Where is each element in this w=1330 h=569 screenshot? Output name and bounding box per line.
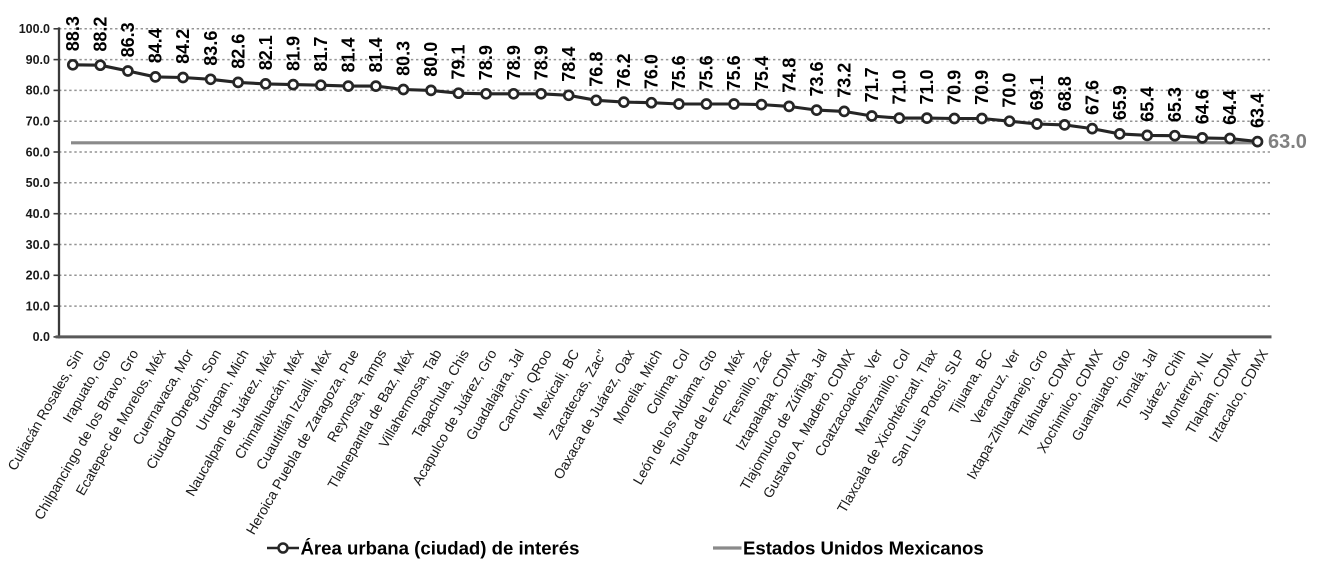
svg-text:71.0: 71.0: [917, 69, 937, 104]
svg-text:64.6: 64.6: [1193, 89, 1213, 124]
svg-text:81.4: 81.4: [366, 37, 386, 72]
svg-text:0.0: 0.0: [33, 330, 50, 344]
svg-text:81.9: 81.9: [283, 36, 303, 71]
svg-text:80.0: 80.0: [421, 42, 441, 77]
svg-text:78.9: 78.9: [476, 45, 496, 80]
svg-text:65.9: 65.9: [1110, 85, 1130, 120]
svg-text:100.0: 100.0: [19, 22, 50, 36]
svg-text:81.7: 81.7: [311, 37, 331, 72]
svg-text:80.3: 80.3: [394, 41, 414, 76]
svg-text:76.8: 76.8: [587, 52, 607, 87]
svg-text:67.6: 67.6: [1082, 80, 1102, 115]
svg-text:20.0: 20.0: [26, 269, 50, 283]
svg-text:68.8: 68.8: [1055, 76, 1075, 111]
svg-text:30.0: 30.0: [26, 238, 50, 252]
svg-text:88.3: 88.3: [63, 16, 83, 51]
svg-text:80.0: 80.0: [26, 84, 50, 98]
svg-text:73.2: 73.2: [834, 63, 854, 98]
svg-text:74.8: 74.8: [779, 58, 799, 93]
svg-text:82.1: 82.1: [256, 35, 276, 70]
svg-text:86.3: 86.3: [118, 22, 138, 57]
svg-text:69.1: 69.1: [1027, 75, 1047, 110]
svg-text:76.2: 76.2: [614, 53, 634, 88]
svg-text:63.4: 63.4: [1248, 93, 1268, 128]
svg-text:10.0: 10.0: [26, 299, 50, 313]
svg-text:65.4: 65.4: [1138, 87, 1158, 122]
svg-text:78.9: 78.9: [504, 45, 524, 80]
svg-text:75.4: 75.4: [752, 56, 772, 91]
svg-text:81.4: 81.4: [339, 37, 359, 72]
svg-text:40.0: 40.0: [26, 207, 50, 221]
svg-text:64.4: 64.4: [1220, 90, 1240, 125]
svg-text:70.9: 70.9: [972, 70, 992, 105]
svg-text:70.0: 70.0: [1000, 73, 1020, 108]
svg-text:78.9: 78.9: [531, 45, 551, 80]
svg-text:83.6: 83.6: [201, 31, 221, 66]
svg-text:78.4: 78.4: [559, 47, 579, 82]
svg-text:65.3: 65.3: [1165, 87, 1185, 122]
svg-text:76.0: 76.0: [642, 54, 662, 89]
svg-text:88.2: 88.2: [91, 17, 111, 52]
svg-text:84.4: 84.4: [146, 28, 166, 63]
svg-text:50.0: 50.0: [26, 176, 50, 190]
svg-text:70.0: 70.0: [26, 115, 50, 129]
svg-text:75.6: 75.6: [697, 55, 717, 90]
svg-text:75.6: 75.6: [724, 55, 744, 90]
svg-text:84.2: 84.2: [173, 29, 193, 64]
svg-text:Estados Unidos Mexicanos: Estados Unidos Mexicanos: [743, 538, 984, 559]
svg-text:60.0: 60.0: [26, 145, 50, 159]
svg-text:75.6: 75.6: [669, 55, 689, 90]
svg-text:70.9: 70.9: [945, 70, 965, 105]
svg-text:90.0: 90.0: [26, 53, 50, 67]
svg-text:71.7: 71.7: [862, 67, 882, 102]
svg-text:82.6: 82.6: [228, 34, 248, 69]
svg-text:79.1: 79.1: [449, 45, 469, 80]
svg-text:71.0: 71.0: [890, 69, 910, 104]
svg-text:73.6: 73.6: [807, 61, 827, 96]
svg-text:63.0: 63.0: [1268, 131, 1307, 153]
svg-text:Área urbana (ciudad) de interé: Área urbana (ciudad) de interés: [301, 538, 580, 559]
